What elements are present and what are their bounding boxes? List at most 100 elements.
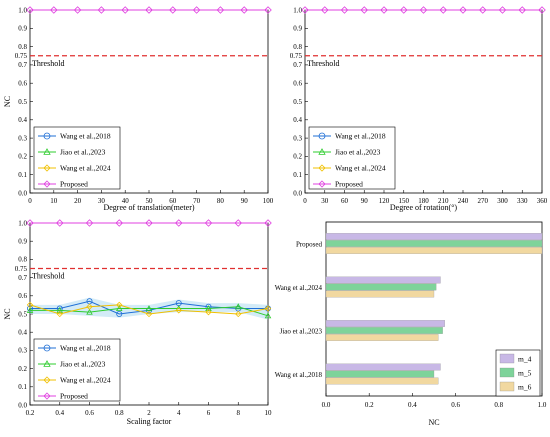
legend-swatch-m_5: [499, 367, 515, 378]
threshold-label: Threshold: [32, 59, 64, 68]
category-label: Proposed: [296, 240, 323, 248]
data-point-proposed: [459, 6, 467, 14]
x-axis-label: Degree of rotation(°): [390, 203, 458, 212]
x-tick-label: 50: [146, 197, 154, 205]
data-point-jiao2023: [145, 305, 153, 312]
legend-label: Jiao et al.,2023: [60, 148, 106, 157]
data-point-proposed: [301, 6, 309, 14]
data-point-proposed: [50, 6, 58, 14]
data-point-wang2018: [116, 310, 123, 317]
legend-label: m_4: [518, 355, 532, 364]
x-tick-label: 120: [379, 197, 390, 205]
x-tick-label: 10: [50, 197, 58, 205]
data-point-proposed: [518, 6, 527, 14]
data-point-proposed: [320, 6, 329, 14]
y-tick-label: 0.5: [18, 98, 27, 106]
y-tick-label: 0.7: [18, 61, 27, 69]
y-tick-label: 0.9: [18, 25, 27, 33]
x-tick-label: 300: [497, 197, 508, 205]
y-tick-label: 0.75: [15, 265, 28, 273]
legend-marker-proposed: [43, 180, 51, 188]
legend-marker-wang2018: [318, 132, 326, 140]
data-point-jiao2023: [86, 308, 93, 315]
x-tick-label: 30: [321, 197, 329, 205]
legend-label: Jiao et al.,2023: [60, 360, 106, 369]
data-point-proposed: [478, 6, 487, 14]
y-tick-label: 0.75: [15, 52, 28, 60]
y-tick-label: 1.0: [18, 6, 27, 14]
legend-marker-wang2018: [43, 132, 51, 140]
y-tick-label: 0.4: [18, 116, 27, 124]
x-tick-label: 0.8: [115, 409, 124, 417]
data-point-proposed: [498, 6, 507, 14]
data-point-proposed: [419, 6, 428, 14]
data-point-wang2024: [264, 305, 272, 312]
bar-chart-panel: 0.0 0.2 0.4 0.6 0.8 1.0 NC Wang et al.,2018 Jiao…: [275, 221, 547, 427]
legend-label: m_5: [518, 369, 532, 378]
legend-marker-wang2024: [318, 164, 326, 172]
line-chart-panel-1: 0.0 0.1 0.2 0.3 0.4 0.5 0.6 0.70.750.8 0.9 1.0 0 10…: [3, 6, 274, 212]
line-chart-panel-2: 0.0 0.1 0.2 0.3 0.4 0.5 0.6 0.70.750.8 0.9 1.0 0 30…: [290, 6, 548, 212]
plot-frame: [325, 221, 543, 397]
y-tick-label: 0.1: [18, 171, 27, 179]
y-tick-label: 0.7: [293, 61, 302, 69]
legend-label: Wang et al.,2018: [60, 344, 111, 353]
legend-marker-jiao2023: [43, 360, 51, 367]
legend-label: Proposed: [60, 180, 88, 189]
data-point-wang2018: [26, 305, 33, 312]
bar-m_6: [325, 334, 439, 341]
x-tick-label: 0.4: [55, 409, 64, 417]
x-tick-label: 60: [341, 197, 349, 205]
y-axis-label: NC: [3, 96, 12, 107]
y-tick-label: 0.6: [18, 80, 27, 88]
legend-label: Proposed: [60, 392, 88, 401]
y-tick-label: 0.3: [18, 347, 27, 355]
data-point-jiao2023: [56, 306, 64, 313]
legend-label: Jiao et al.,2023: [335, 148, 381, 157]
data-point-proposed: [73, 6, 82, 14]
legend-box: [33, 126, 121, 190]
data-point-wang2024: [56, 310, 63, 318]
category-label: Wang et al.,2024: [275, 284, 323, 292]
data-point-jiao2023: [26, 306, 34, 313]
y-tick-label: 0.8: [293, 43, 302, 51]
x-tick-label: 0.2: [26, 409, 35, 417]
bar-m_6: [325, 377, 439, 385]
legend-label: Wang et al.,2024: [60, 376, 111, 385]
bar-m_5: [325, 370, 435, 378]
bar-m_4: [325, 233, 543, 240]
data-point-proposed: [145, 6, 153, 14]
data-point-proposed: [380, 6, 388, 14]
legend-marker-proposed: [318, 180, 326, 188]
y-tick-label: 0.5: [18, 310, 27, 318]
x-tick-label: 0.2: [365, 401, 374, 409]
data-point-proposed: [216, 6, 225, 14]
y-tick-label: 0.6: [18, 292, 27, 300]
bar-m_6: [325, 247, 543, 254]
x-tick-label: 4: [177, 409, 181, 417]
data-point-wang2024: [26, 301, 34, 309]
data-point-proposed: [204, 219, 213, 227]
bar-m_5: [325, 283, 437, 291]
data-point-proposed: [538, 6, 546, 14]
data-point-proposed: [55, 219, 64, 227]
legend-swatch-m_6: [499, 381, 515, 392]
y-tick-label: 0.3: [293, 134, 302, 142]
y-tick-label: 0.4: [293, 116, 302, 124]
data-point-proposed: [121, 6, 129, 14]
x-tick-label: 240: [458, 197, 469, 205]
y-tick-label: 0.1: [18, 383, 27, 391]
line-chart-panel-3: 0.00.10.20.30.40.50.60.70.750.80.91.00.2…: [3, 219, 272, 426]
y-tick-label: 0.2: [293, 153, 302, 161]
data-point-jiao2023: [264, 312, 272, 319]
data-point-jiao2023: [205, 305, 212, 312]
series-line-jiao2023: [30, 306, 269, 317]
x-axis-label: Scaling factor: [127, 417, 172, 426]
x-tick-label: 330: [517, 197, 528, 205]
data-point-proposed: [264, 219, 272, 227]
x-tick-label: 0: [303, 197, 307, 205]
bar-m_5: [325, 240, 543, 247]
legend-label: Wang et al.,2018: [60, 132, 111, 141]
y-tick-label: 1.0: [293, 6, 302, 14]
data-point-proposed: [97, 6, 106, 14]
